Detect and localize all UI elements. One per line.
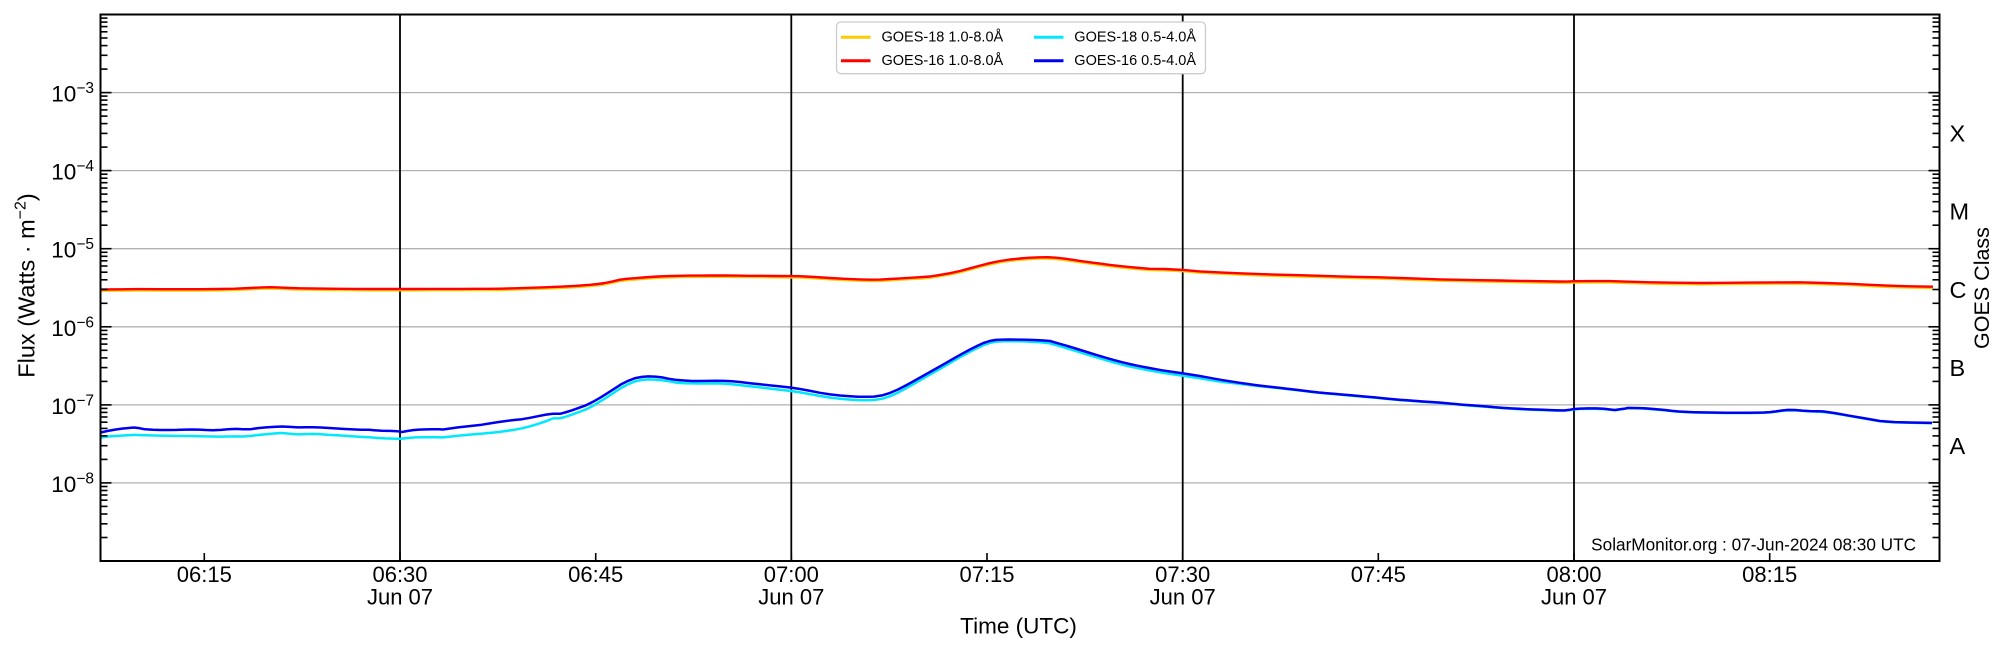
svg-text:GOES Class: GOES Class: [1970, 227, 1994, 349]
svg-text:Jun 07: Jun 07: [1150, 584, 1216, 609]
svg-text:Jun 07: Jun 07: [367, 584, 433, 609]
svg-text:Time (UTC): Time (UTC): [960, 614, 1077, 639]
svg-text:08:15: 08:15: [1742, 562, 1797, 587]
svg-text:06:45: 06:45: [568, 562, 623, 587]
svg-text:M: M: [1950, 199, 1970, 225]
svg-text:C: C: [1950, 277, 1967, 303]
svg-text:A: A: [1950, 433, 1966, 459]
svg-text:Jun 07: Jun 07: [758, 584, 824, 609]
svg-text:08:00: 08:00: [1546, 562, 1601, 587]
svg-text:GOES-18 0.5-4.0Å: GOES-18 0.5-4.0Å: [1074, 29, 1196, 46]
svg-text:X: X: [1950, 121, 1966, 147]
svg-text:B: B: [1950, 355, 1966, 381]
svg-text:GOES-18 1.0-8.0Å: GOES-18 1.0-8.0Å: [882, 29, 1004, 46]
svg-text:06:30: 06:30: [372, 562, 427, 587]
svg-text:07:15: 07:15: [959, 562, 1014, 587]
svg-text:10−6: 10−6: [51, 314, 94, 341]
svg-text:Jun 07: Jun 07: [1541, 584, 1607, 609]
svg-text:07:45: 07:45: [1351, 562, 1406, 587]
svg-text:Flux (Watts · m−2): Flux (Watts · m−2): [13, 193, 40, 377]
svg-text:07:30: 07:30: [1155, 562, 1210, 587]
svg-text:SolarMonitor.org : 07-Jun-2024: SolarMonitor.org : 07-Jun-2024 08:30 UTC: [1591, 535, 1916, 555]
svg-text:GOES-16 0.5-4.0Å: GOES-16 0.5-4.0Å: [1074, 52, 1196, 69]
svg-text:07:00: 07:00: [764, 562, 819, 587]
svg-text:GOES-16 1.0-8.0Å: GOES-16 1.0-8.0Å: [882, 52, 1004, 69]
svg-text:06:15: 06:15: [177, 562, 232, 587]
